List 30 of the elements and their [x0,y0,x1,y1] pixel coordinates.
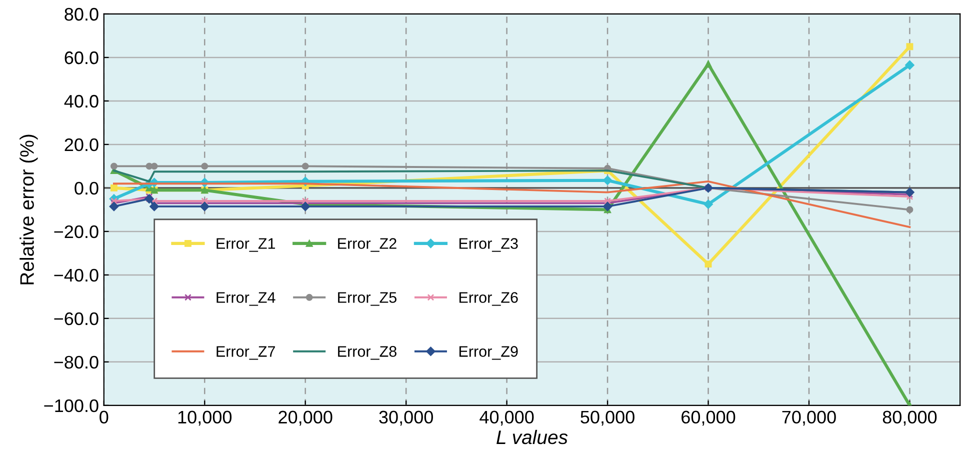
y-tick-label: 0.0 [74,182,98,195]
x-tick-label: 60,000 [682,410,736,426]
x-tick-label: 50,000 [580,410,634,426]
y-tick-label: −100.0 [44,399,98,412]
legend-label: Error_Z2 [338,238,396,252]
x-tick-label: 70,000 [782,410,836,426]
x-axis-title: L values [496,430,568,444]
y-tick-label: 20.0 [64,138,98,152]
x-tick-label: 80,000 [882,410,937,426]
x-tick-label: 20,000 [278,410,332,426]
x-tick-label: 40,000 [480,410,534,426]
y-tick-label: 60.0 [64,51,98,64]
legend-label: Error_Z9 [459,346,518,360]
legend-label: Error_Z4 [216,292,276,306]
y-tick-label: 80.0 [64,8,98,21]
legend-label: Error_Z8 [338,346,396,360]
legend-label: Error_Z5 [338,292,396,306]
y-tick-label: 40.0 [64,94,98,108]
y-tick-label: −60.0 [54,312,98,326]
legend-label: Error_Z7 [216,346,275,360]
legend-label: Error_Z6 [459,292,518,306]
y-tick-label: −20.0 [54,225,98,238]
legend-label: Error_Z1 [216,238,275,252]
y-tick-label: −40.0 [54,268,98,282]
legend-label: Error_Z3 [459,238,518,252]
y-tick-label: −80.0 [54,356,98,369]
y-axis-title: Relative error (%) [20,134,38,284]
x-tick-label: 30,000 [379,410,433,426]
x-tick-label: 10,000 [178,410,232,426]
x-tick-label: 0 [100,410,108,424]
